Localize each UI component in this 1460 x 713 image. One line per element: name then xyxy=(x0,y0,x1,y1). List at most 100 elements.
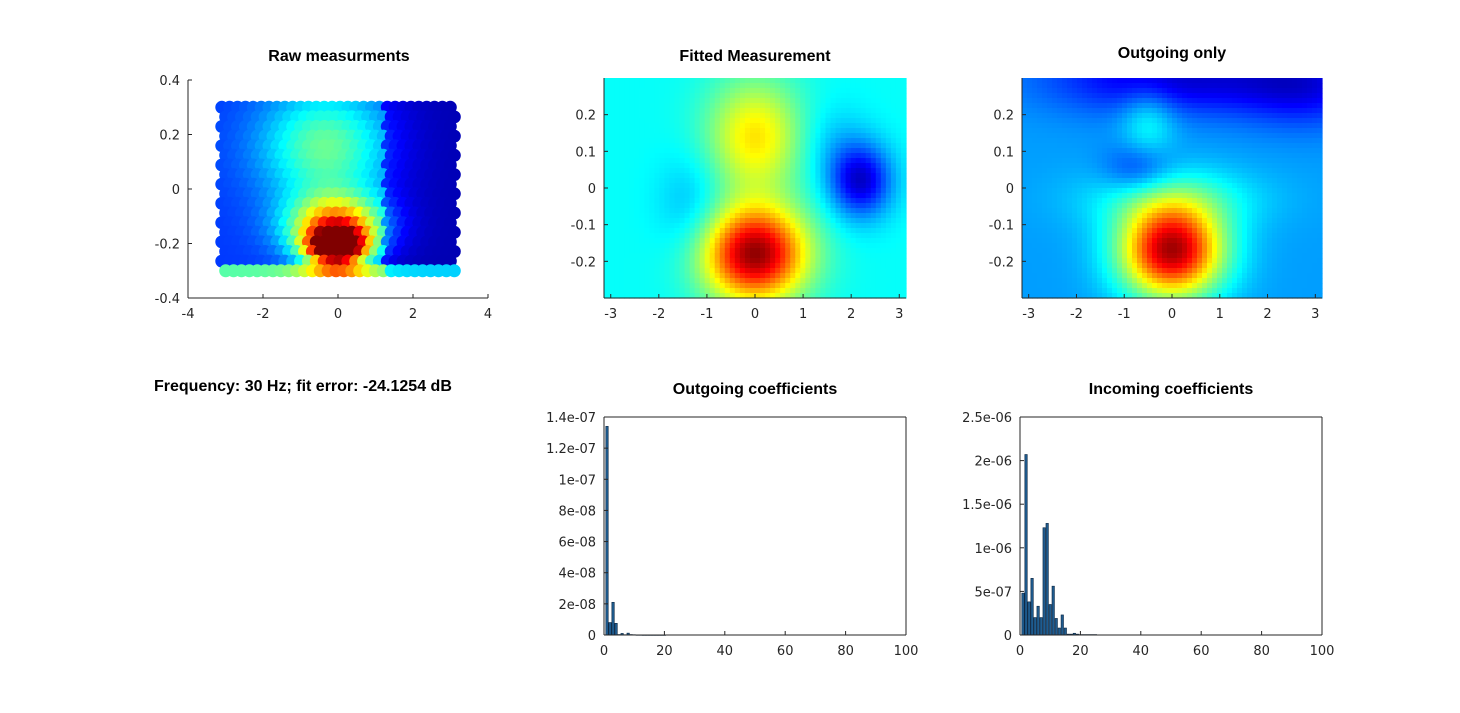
heatmap-cell xyxy=(870,118,877,124)
heatmap-cell xyxy=(1142,193,1148,199)
heatmap-cell xyxy=(744,258,751,264)
heatmap-cell xyxy=(1212,148,1218,154)
heatmap-cell xyxy=(1157,208,1163,214)
heatmap-cell xyxy=(1122,168,1128,174)
heatmap-cell xyxy=(1102,123,1108,129)
heatmap-cell xyxy=(1052,83,1058,89)
heatmap-cell xyxy=(729,288,736,294)
heatmap-cell xyxy=(669,88,676,94)
heatmap-cell xyxy=(674,128,681,134)
heatmap-cell xyxy=(614,218,620,224)
heatmap-cell xyxy=(644,103,650,109)
heatmap-cell xyxy=(1157,153,1163,159)
heatmap-cell xyxy=(840,118,847,124)
heatmap-cell xyxy=(684,193,691,199)
heatmap-cell xyxy=(624,163,630,169)
heatmap-cell xyxy=(1127,173,1133,179)
heatmap-cell xyxy=(674,93,681,99)
heatmap-cell xyxy=(1047,113,1053,119)
heatmap-cell xyxy=(699,258,706,264)
heatmap-cell xyxy=(845,278,852,284)
heatmap-cell xyxy=(865,233,872,239)
heatmap-cell xyxy=(644,263,650,269)
heatmap-cell xyxy=(1082,153,1088,159)
heatmap-cell xyxy=(785,103,791,109)
heatmap-cell xyxy=(609,98,615,104)
heatmap-cell xyxy=(1207,183,1213,189)
heatmap-cell xyxy=(664,163,671,169)
heatmap-cell xyxy=(1102,283,1108,289)
heatmap-cell xyxy=(1137,208,1143,214)
heatmap-cell xyxy=(810,138,816,144)
heatmap-cell xyxy=(1107,268,1113,274)
heatmap-cell xyxy=(634,98,640,104)
heatmap-cell xyxy=(654,258,660,264)
heatmap-cell xyxy=(765,108,771,114)
heatmap-cell xyxy=(785,83,791,89)
heatmap-cell xyxy=(1092,113,1098,119)
heatmap-cell xyxy=(1122,153,1128,159)
heatmap-cell xyxy=(815,253,822,259)
heatmap-cell xyxy=(1092,138,1098,144)
heatmap-cell xyxy=(1107,233,1113,239)
heatmap-cell xyxy=(845,253,852,259)
heatmap-cell xyxy=(770,163,776,169)
heatmap-cell xyxy=(835,203,842,209)
heatmap-cell xyxy=(875,208,882,214)
heatmap-cell xyxy=(654,188,660,194)
heatmap-cell xyxy=(639,208,645,214)
heatmap-cell xyxy=(1062,223,1068,229)
heatmap-cell xyxy=(634,183,640,189)
heatmap-cell xyxy=(609,88,615,94)
heatmap-cell xyxy=(840,273,847,279)
heatmap-cell xyxy=(760,258,766,264)
heatmap-cell xyxy=(729,88,736,94)
heatmap-cell xyxy=(654,168,660,174)
heatmap-cell xyxy=(709,278,716,284)
heatmap-cell xyxy=(780,78,786,84)
heatmap-cell xyxy=(639,168,645,174)
heatmap-cell xyxy=(830,188,837,194)
heatmap-cell xyxy=(1112,278,1118,284)
heatmap-cell xyxy=(1102,288,1108,294)
heatmap-cell xyxy=(719,118,726,124)
heatmap-cell xyxy=(765,133,771,139)
heatmap-cell xyxy=(795,178,801,184)
heatmap-cell xyxy=(895,193,902,199)
heatmap-cell xyxy=(739,208,746,214)
heatmap-cell xyxy=(1062,163,1068,169)
heatmap-cell xyxy=(1202,263,1208,269)
heatmap-cell xyxy=(749,278,756,284)
heatmap-cell xyxy=(1067,133,1073,139)
heatmap-cell xyxy=(679,198,686,204)
heatmap-cell xyxy=(1167,78,1173,84)
heatmap-cell xyxy=(760,138,766,144)
heatmap-cell xyxy=(1097,98,1103,104)
heatmap-cell xyxy=(1057,98,1063,104)
heatmap-cell xyxy=(1087,138,1093,144)
heatmap-cell xyxy=(704,213,711,219)
heatmap-cell xyxy=(714,133,721,139)
heatmap-cell xyxy=(875,268,882,274)
heatmap-cell xyxy=(1052,198,1058,204)
heatmap-cell xyxy=(1127,133,1133,139)
heatmap-cell xyxy=(634,223,640,229)
heatmap-cell xyxy=(765,233,771,239)
heatmap-cell xyxy=(649,193,655,199)
heatmap-cell xyxy=(885,228,892,234)
heatmap-cell xyxy=(845,233,852,239)
heatmap-cell xyxy=(865,158,872,164)
heatmap-cell xyxy=(649,178,655,184)
heatmap-cell xyxy=(1127,93,1133,99)
heatmap-cell xyxy=(739,178,746,184)
heatmap-cell xyxy=(810,183,816,189)
heatmap-cell xyxy=(1157,78,1163,84)
heatmap-cell xyxy=(699,198,706,204)
heatmap-cell xyxy=(1197,168,1203,174)
heatmap-cell xyxy=(1192,258,1198,264)
heatmap-cell xyxy=(1172,173,1178,179)
heatmap-cell xyxy=(654,223,660,229)
heatmap-cell xyxy=(714,253,721,259)
heatmap-cell xyxy=(1157,278,1163,284)
heatmap-cell xyxy=(845,173,852,179)
